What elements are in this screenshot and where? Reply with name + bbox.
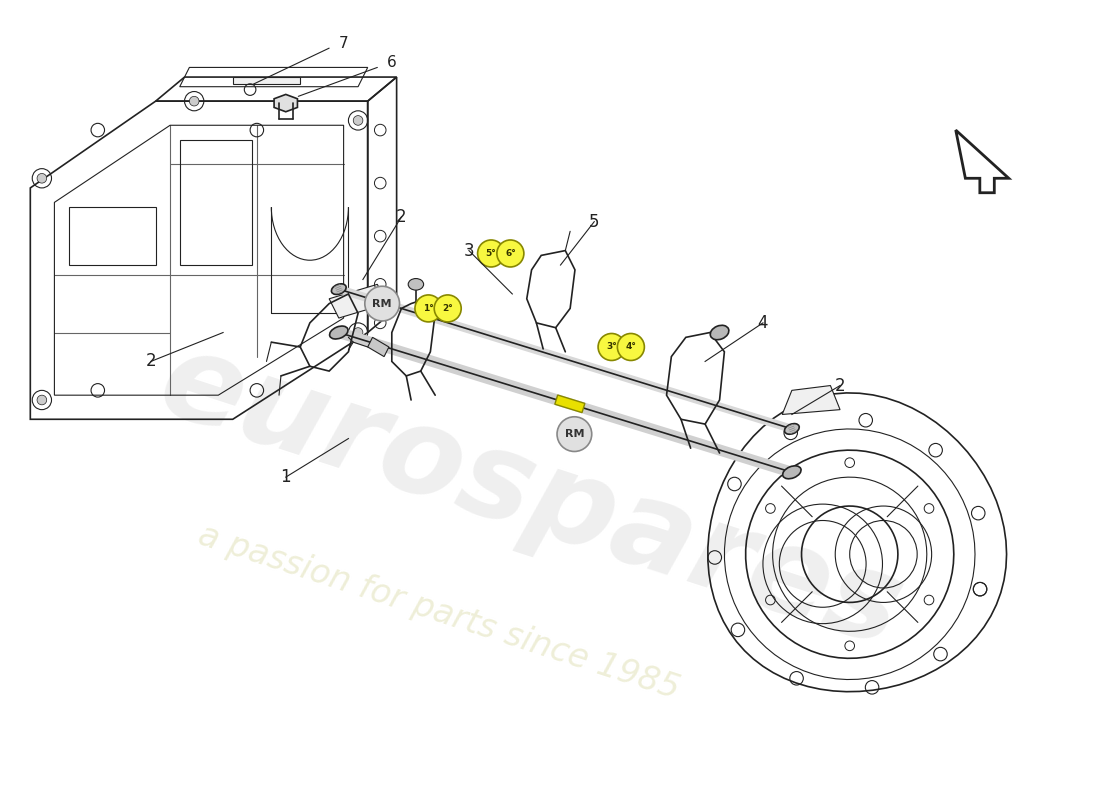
Circle shape [477, 240, 505, 267]
Polygon shape [367, 338, 389, 357]
Text: 5: 5 [588, 213, 600, 230]
Polygon shape [782, 386, 840, 414]
Text: 6: 6 [387, 55, 397, 70]
Ellipse shape [331, 284, 346, 294]
Circle shape [353, 116, 363, 126]
Text: 2: 2 [396, 208, 407, 226]
Text: 3: 3 [463, 242, 474, 259]
Text: 3°: 3° [606, 342, 617, 351]
Text: 5°: 5° [486, 249, 496, 258]
Text: 6°: 6° [505, 249, 516, 258]
Text: RM: RM [564, 429, 584, 439]
Ellipse shape [711, 326, 729, 340]
Circle shape [353, 328, 363, 338]
Circle shape [557, 417, 592, 451]
Text: 4: 4 [758, 314, 768, 332]
Ellipse shape [783, 466, 801, 478]
Text: 1: 1 [280, 468, 292, 486]
Circle shape [189, 96, 199, 106]
Text: 1°: 1° [424, 304, 433, 313]
Polygon shape [329, 284, 387, 318]
Circle shape [365, 286, 399, 321]
Ellipse shape [408, 278, 424, 290]
Text: RM: RM [373, 298, 392, 309]
Circle shape [415, 295, 442, 322]
Polygon shape [554, 395, 585, 413]
Circle shape [434, 295, 461, 322]
Polygon shape [274, 94, 297, 112]
Circle shape [37, 395, 46, 405]
Text: 4°: 4° [626, 342, 636, 351]
Circle shape [598, 334, 625, 361]
Circle shape [617, 334, 645, 361]
Polygon shape [233, 77, 300, 84]
Text: 7: 7 [339, 36, 349, 51]
Text: eurospares: eurospares [146, 322, 917, 671]
Text: 2: 2 [145, 353, 156, 370]
Text: 2°: 2° [442, 304, 453, 313]
Circle shape [497, 240, 524, 267]
Ellipse shape [784, 423, 800, 434]
Circle shape [37, 174, 46, 183]
Text: a passion for parts since 1985: a passion for parts since 1985 [195, 518, 684, 706]
Text: 2: 2 [835, 377, 846, 394]
Ellipse shape [330, 326, 348, 339]
